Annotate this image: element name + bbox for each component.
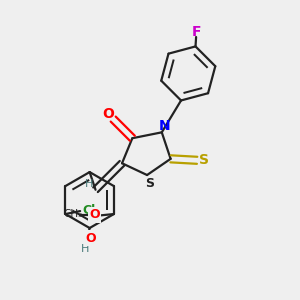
Text: S: S	[146, 177, 154, 190]
Text: CH₃: CH₃	[64, 209, 83, 219]
Text: O: O	[89, 208, 100, 221]
Text: O: O	[102, 107, 114, 121]
Text: H: H	[81, 244, 89, 254]
Text: F: F	[191, 25, 201, 39]
Text: O: O	[85, 232, 95, 245]
Text: Cl: Cl	[82, 204, 96, 217]
Text: N: N	[159, 119, 170, 133]
Text: S: S	[199, 153, 208, 167]
Text: H: H	[85, 179, 93, 190]
